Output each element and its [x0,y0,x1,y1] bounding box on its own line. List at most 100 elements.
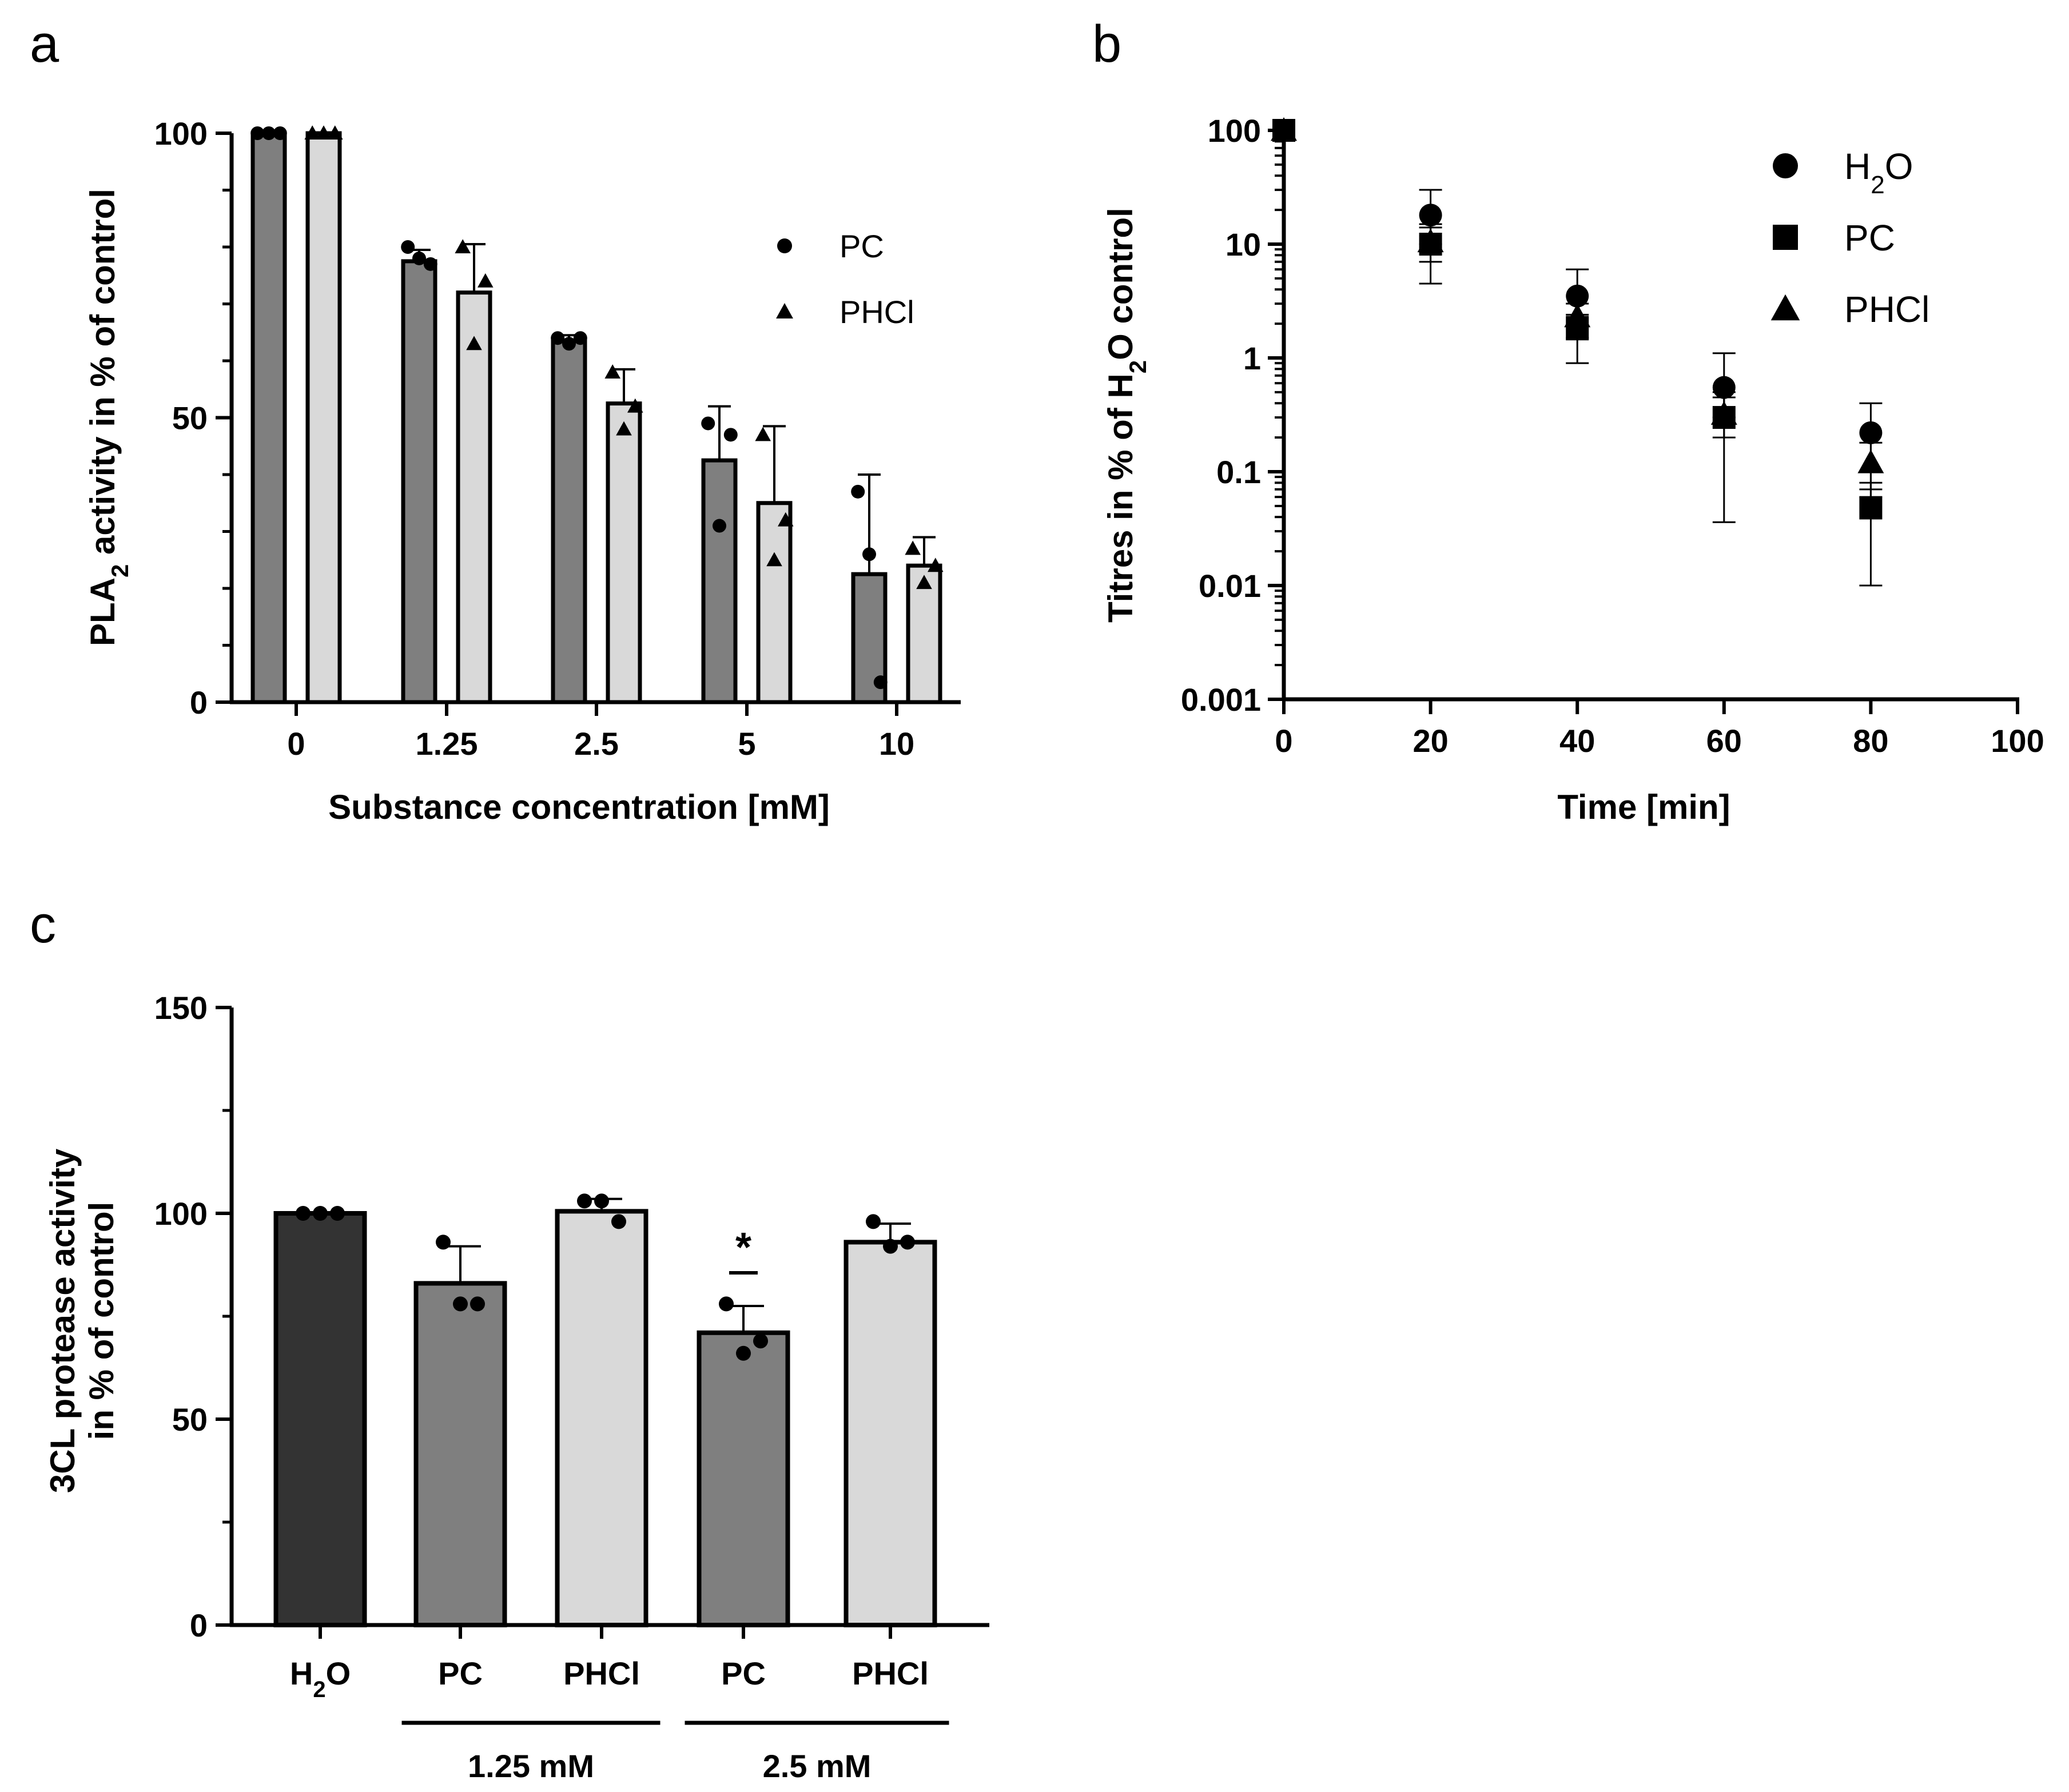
data-point [723,428,738,442]
x-axis-title: Time [min] [1557,788,1730,826]
x-tick-label-part: PHCl [563,1655,640,1691]
chart-c: 0 50 100 150 * H2O PC PHCl PC PHCl 1.25 mM 2.5 mM 3C… [43,990,989,1784]
data-point [1857,449,1884,473]
y-tick-label: 0.001 [1181,682,1261,718]
data-point [1419,204,1442,227]
chart-a: 0 50 100 0 1.25 2.5 5 10 Substance concentration… [83,116,961,826]
y-axis-title-subscript: 2 [1124,360,1151,373]
group-label: 2.5 mM [763,1748,872,1784]
data-point [436,1235,451,1250]
x-tick-label: 20 [1413,723,1448,759]
legend-label-subscript: 2 [1871,171,1884,199]
significance-star: * [735,1225,751,1271]
data-point [766,552,782,567]
data-point [755,427,771,441]
panel-letter-a: a [30,15,59,73]
data-point [713,519,726,533]
data-point [594,1193,609,1209]
x-tick-label: PC [438,1655,483,1691]
chart-b: 0.001 0.01 0.1 1 10 100 0 20 40 60 80 100 Time [min]… [1101,113,2044,826]
x-tick-label-part: PHCl [852,1655,929,1691]
data-point [905,540,921,555]
y-tick-label: 0.01 [1199,568,1261,604]
data-point [313,1206,328,1221]
bar [701,458,738,704]
data-point [466,336,482,351]
y-tick-label: 1 [1243,340,1261,376]
bar [413,1281,507,1627]
x-tick-label-part: PC [721,1655,766,1691]
data-point [551,331,565,345]
y-axis-title-subscript: 2 [106,564,133,578]
data-point [753,1333,768,1349]
bar [250,131,287,704]
legend-marker [1773,225,1798,250]
y-axis-title: Titres in % of H2O control [1101,208,1151,623]
bar [456,290,492,704]
x-tick-label: PHCl [852,1655,929,1691]
x-tick-label: 10 [879,726,914,762]
data-point [916,575,932,590]
y-axis-title-part: Titres in % of H [1101,373,1140,623]
y-axis-title: PLA2 activity in % of control [83,189,133,646]
x-tick-label: 60 [1706,723,1742,759]
legend-marker [776,303,793,318]
data-point [928,557,944,572]
data-point [862,547,876,562]
y-tick-label: 100 [154,1196,208,1232]
x-tick-label: H2O [290,1655,351,1702]
data-point [330,1206,345,1221]
y-axis-title-line: 3CL protease activity [43,1148,82,1493]
legend-label-part: PHCl [1844,289,1929,330]
data-point [573,331,587,345]
data-point [866,1214,881,1229]
legend-label-part: O [1885,146,1913,187]
data-point [401,240,415,254]
legend-marker [1770,294,1800,321]
legend-label: PHCl [839,294,914,330]
data-point [883,1239,898,1254]
bar [843,1240,937,1627]
data-point [455,239,471,254]
data-point [627,398,643,413]
data-point [304,125,320,140]
data-point [1859,496,1883,520]
y-tick-label: 50 [172,1401,208,1437]
data-point [1566,317,1589,341]
data-point [736,1345,751,1361]
y-axis-title-part: PLA [83,578,122,646]
legend-label-part: H [1844,146,1871,187]
data-point [296,1206,311,1221]
data-point [778,512,794,527]
panel-letter-b: b [1092,15,1121,73]
legend-label: H2O [1844,146,1913,199]
legend-label: PC [1844,217,1895,258]
data-point [851,484,865,499]
bar [555,1209,648,1627]
data-point [1272,119,1295,142]
legend-label: PHCl [1844,289,1929,330]
x-tick-label-part: O [326,1655,351,1691]
data-point [1566,284,1589,308]
y-tick-label: 10 [1226,226,1261,262]
y-axis-title-part: activity in % of control [83,189,122,564]
bar [697,1330,790,1628]
data-point [611,1214,626,1229]
data-point [1712,406,1736,429]
data-point [562,337,576,351]
data-point [273,126,287,140]
bar [756,501,793,704]
bar [606,401,642,704]
legend-label-part: PC [1844,217,1895,258]
y-tick-label: 0 [190,1607,208,1643]
data-point [900,1235,915,1250]
panel-letter-c: c [30,895,56,954]
x-tick-label-subscript: 2 [313,1677,325,1702]
data-point [604,364,620,379]
data-point [1859,421,1883,444]
x-tick-label: 40 [1559,723,1595,759]
data-point [262,126,276,140]
y-axis-title: 3CL protease activityin % of control [43,1148,121,1493]
data-point [470,1296,485,1312]
